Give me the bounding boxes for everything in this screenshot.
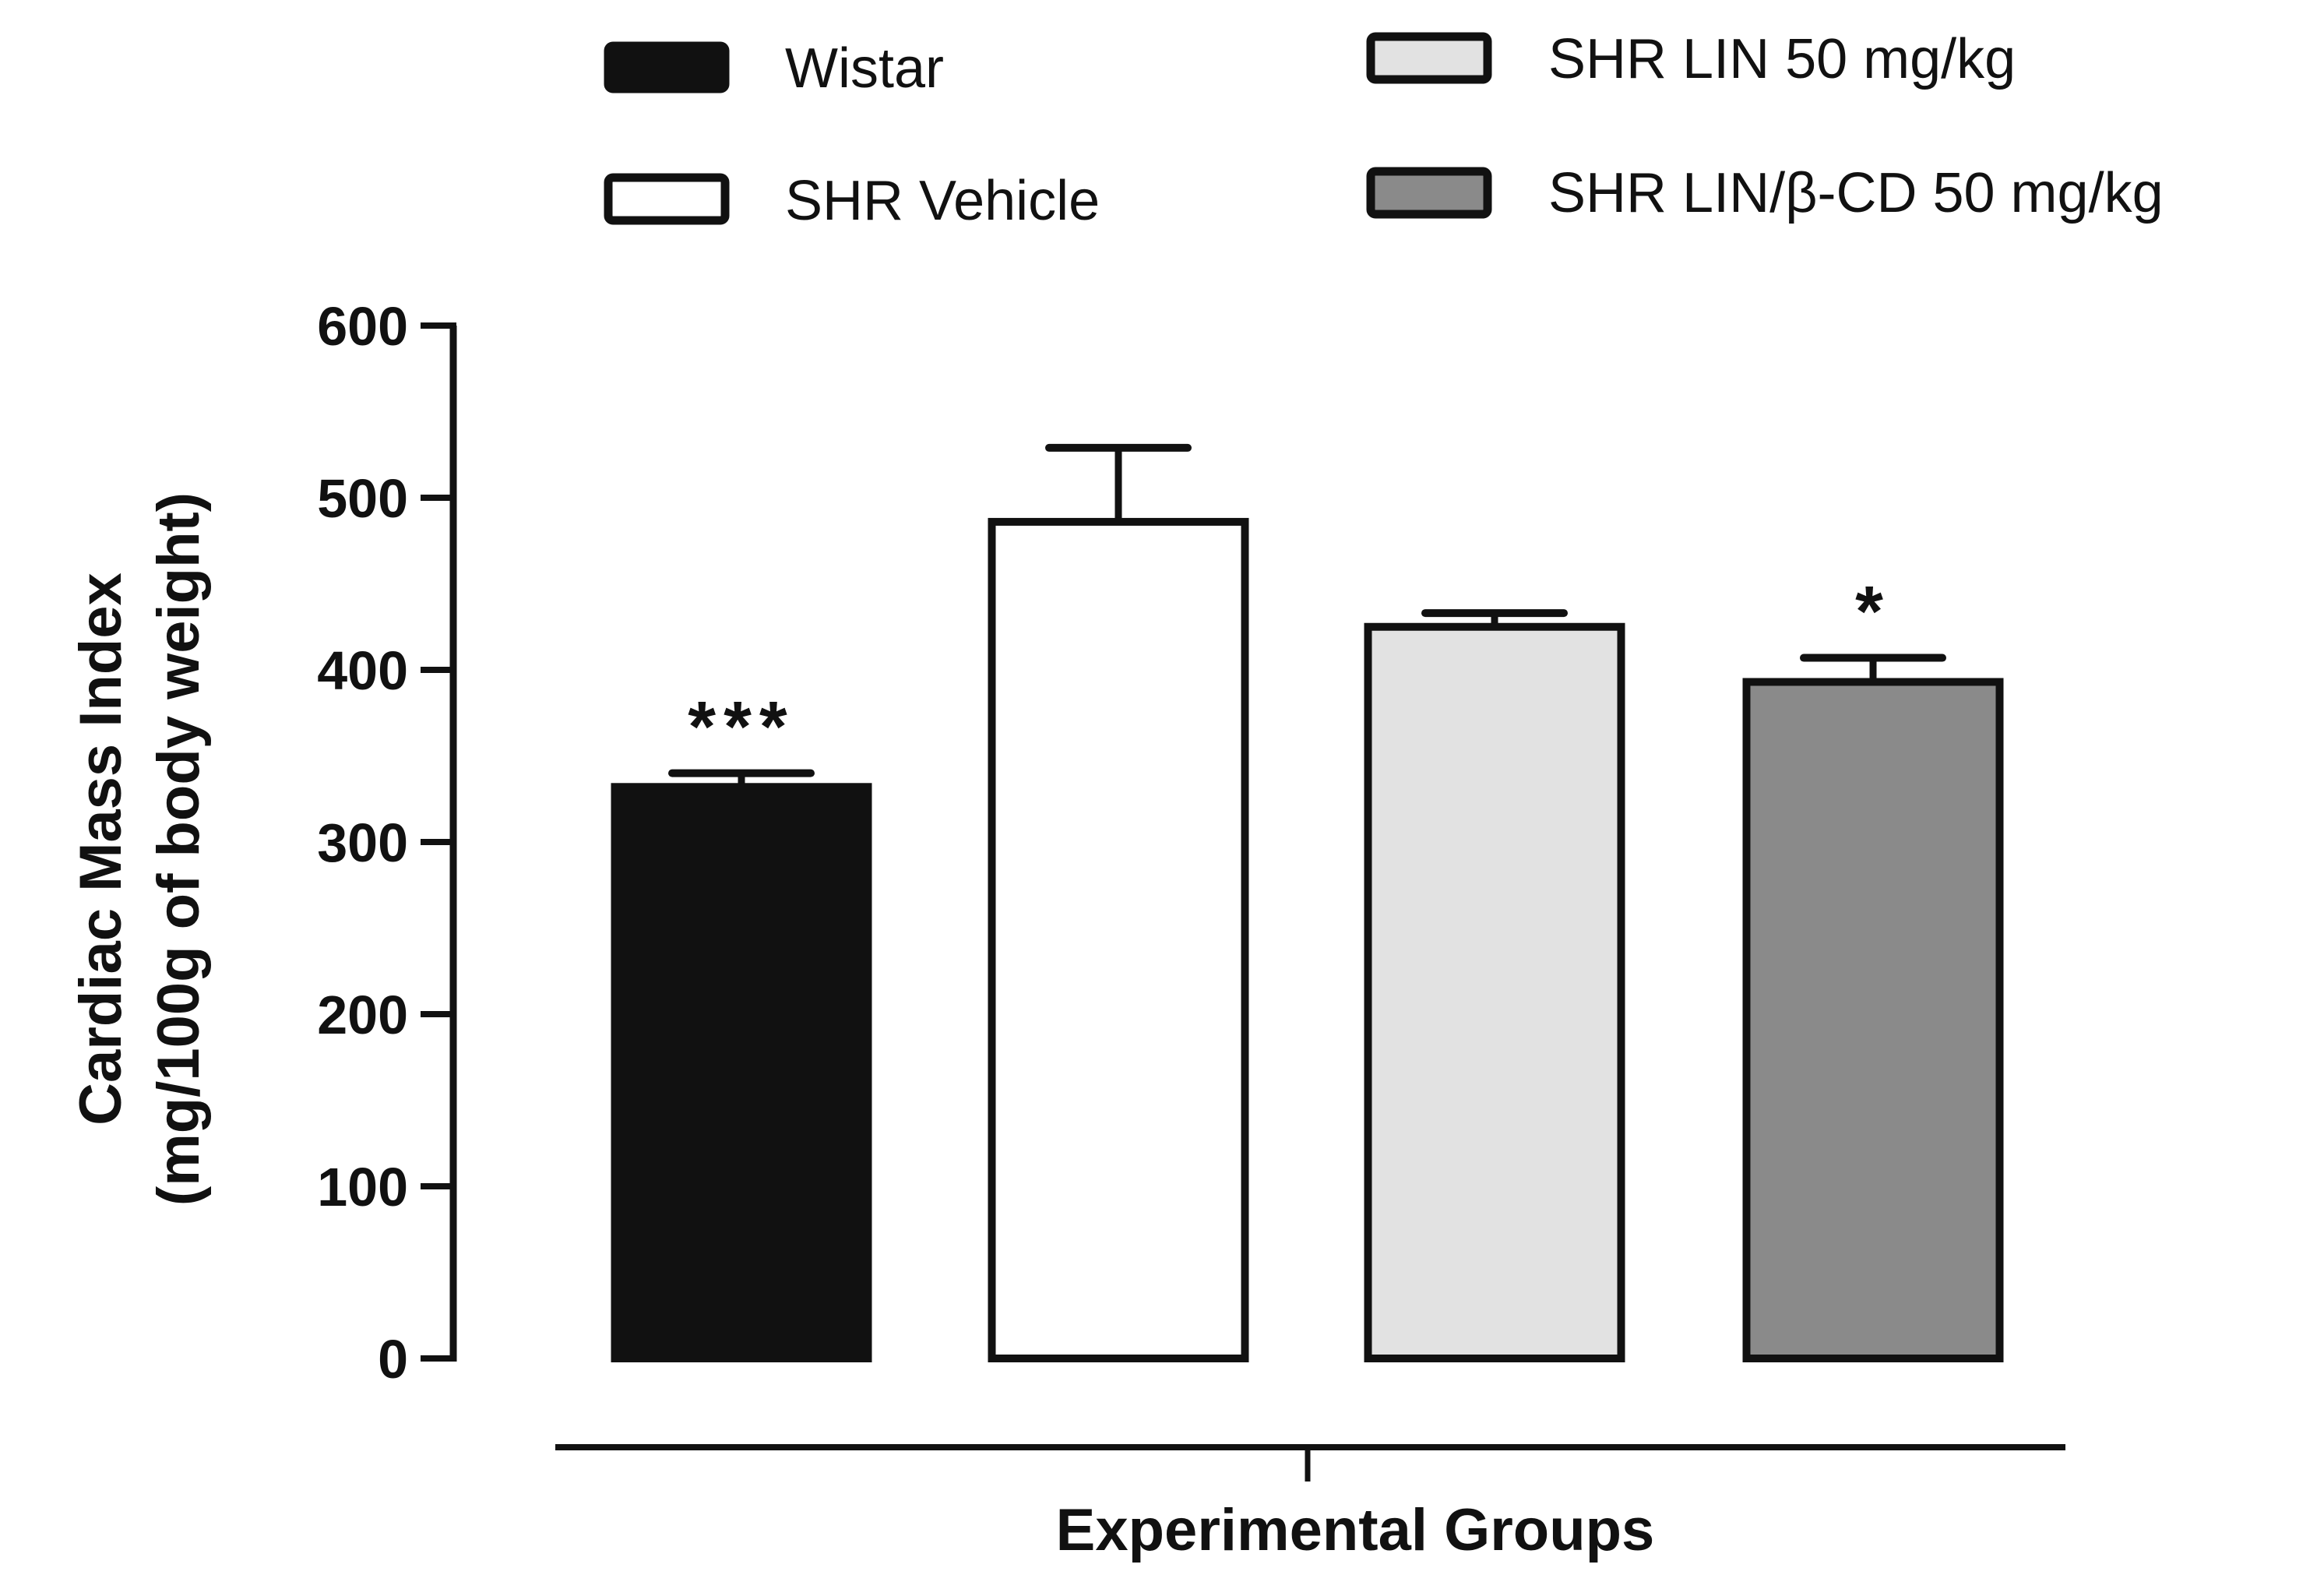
- bars: ****: [611, 443, 2004, 1363]
- legend-swatch-1: [604, 41, 730, 93]
- legend-item-3: SHR LIN 50 mg/kg: [1366, 28, 2016, 90]
- bar-group-4: *: [1742, 573, 2004, 1362]
- legend-label-4: SHR LIN/β-CD 50 mg/kg: [1548, 162, 2164, 224]
- bar-group-2: [988, 443, 1249, 1363]
- legend-swatch-3: [1366, 32, 1492, 84]
- y-tick-label-100: 100: [317, 1157, 408, 1217]
- legend-item-2: SHR Vehicle: [604, 170, 1100, 232]
- bar-group-1: ***: [611, 688, 872, 1362]
- bar-4: [1742, 678, 2004, 1362]
- bar-1: [611, 783, 872, 1362]
- y-axis-title-line2: (mg/100g of body weight): [146, 492, 212, 1206]
- y-tick-label-500: 500: [317, 468, 408, 529]
- bar-group-3: [1364, 609, 1625, 1362]
- significance-mark-4: *: [1855, 573, 1891, 652]
- legend: Wistar SHR Vehicle SHR LIN 50 mg/kg SHR LIN…: [604, 28, 2164, 232]
- y-tick-label-0: 0: [378, 1329, 408, 1390]
- legend-swatch-4: [1366, 167, 1492, 219]
- y-tick-label-300: 300: [317, 812, 408, 873]
- legend-swatch-2: [604, 173, 730, 225]
- y-tick-label-400: 400: [317, 640, 408, 701]
- y-axis-title-line1: Cardiac Mass Index: [68, 573, 134, 1126]
- x-axis-title: Experimental Groups: [1056, 1497, 1655, 1563]
- y-tick-label-600: 600: [317, 296, 408, 357]
- legend-item-4: SHR LIN/β-CD 50 mg/kg: [1366, 162, 2164, 224]
- legend-label-2: SHR Vehicle: [785, 170, 1100, 232]
- y-axis-ticks: 0 100 200 300 400 500 600: [317, 296, 456, 1390]
- y-tick-label-200: 200: [317, 985, 408, 1045]
- y-axis-title: Cardiac Mass Index (mg/100g of body weig…: [68, 492, 212, 1206]
- bar-3: [1364, 622, 1625, 1362]
- legend-item-1: Wistar: [604, 37, 944, 100]
- legend-label-1: Wistar: [785, 37, 944, 100]
- legend-label-3: SHR LIN 50 mg/kg: [1548, 28, 2016, 90]
- bar-2: [988, 517, 1249, 1363]
- significance-mark-1: ***: [688, 688, 794, 767]
